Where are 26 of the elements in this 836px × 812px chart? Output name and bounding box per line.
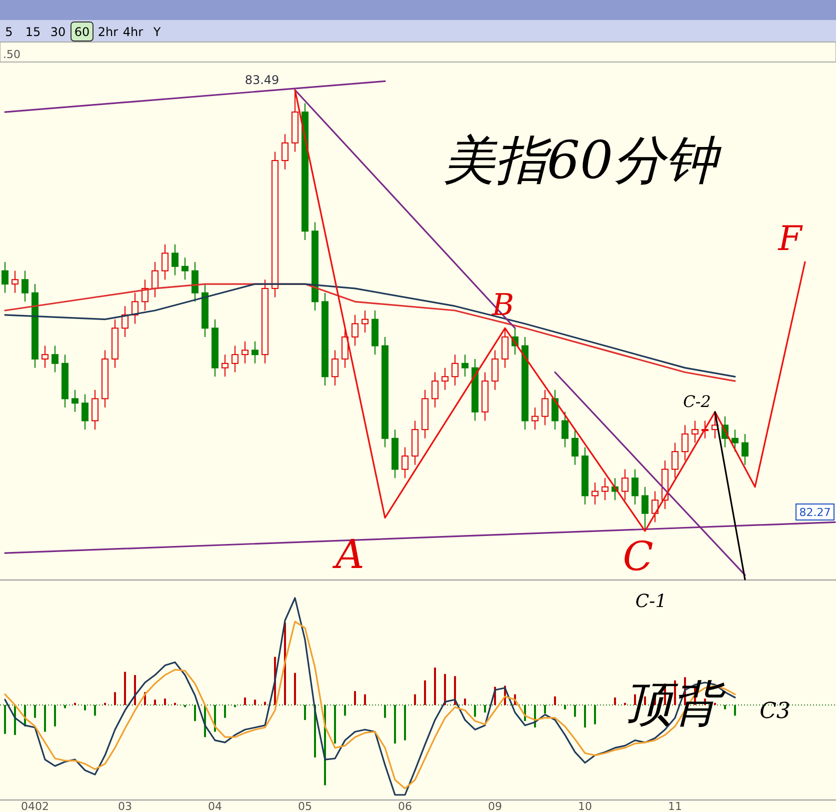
text: 2hr [98,25,118,39]
text: 5 [5,25,13,39]
x-tick-label: 06 [398,800,412,812]
text: 30 [50,25,66,39]
x-tick-label: 05 [298,800,312,812]
text: A [332,532,364,578]
annotation: C-2 [683,392,711,411]
x-tick-label: 0402 [21,800,49,812]
annotation: F [777,219,804,259]
text: 15 [25,25,41,39]
x-tick-label: 11 [668,800,682,812]
text: 60 [74,25,90,39]
annotation: 美指60分钟 [442,131,722,191]
x-tick-label: 04 [208,800,222,812]
text: 4hr [122,25,144,39]
x-tick-label: 09 [488,800,502,812]
annotation: C3 [760,699,790,724]
annotation: C-1 [635,591,667,612]
text: 83.49 [244,73,280,87]
text: C [622,534,654,580]
x-tick-label: 10 [578,800,592,812]
annotation: 82.27 [799,506,831,519]
text: Y [152,25,162,39]
x-tick-label: 03 [118,800,132,812]
annotation: B [490,288,514,323]
text: .50 [3,48,20,61]
